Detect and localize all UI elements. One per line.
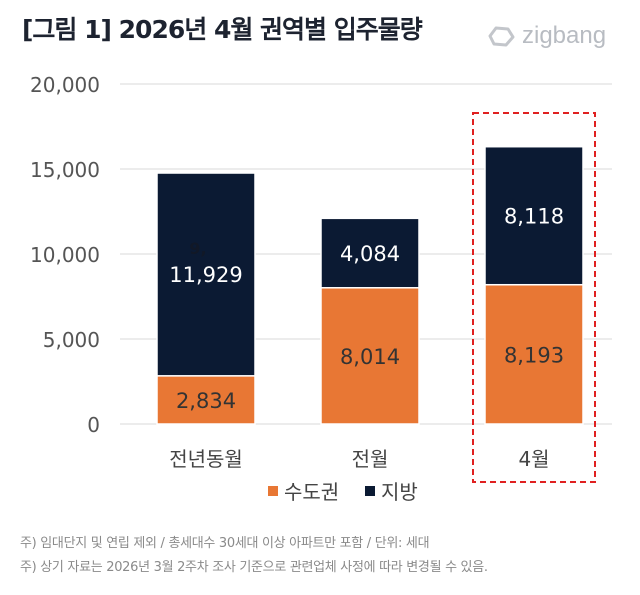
y-tick-label: 0 [87,413,100,437]
legend-label-regional: 지방 [381,480,418,504]
y-tick-label: 5,000 [43,328,100,352]
bar-regional [484,145,584,286]
footnote-2: 주) 상기 자료는 2026년 3월 2주차 조사 기준으로 관련업체 사정에 … [20,560,488,575]
legend-label-capital: 수도권 [284,480,339,504]
legend-swatch-regional [365,486,375,496]
zigbang-logo-icon [488,26,515,47]
bar-regional [320,217,420,289]
stray-data-label: 9, [189,239,206,258]
bar-regional [156,172,256,377]
zigbang-logo: zigbang [486,22,606,50]
data-label: 8,014 [340,345,400,369]
data-label: 8,193 [504,343,564,367]
data-label: 2,834 [176,389,236,413]
x-tick-label: 4월 [518,447,549,471]
footnote-1: 주) 임대단지 및 연립 제외 / 총세대수 30세대 이상 아파트만 포함 /… [20,536,430,551]
y-tick-label: 20,000 [30,73,100,97]
logo-text: zigbang [522,22,607,49]
legend-swatch-capital [268,486,278,496]
footnotes: 주) 임대단지 및 연립 제외 / 총세대수 30세대 이상 아파트만 포함 /… [20,532,488,580]
data-label: 4,084 [340,242,400,266]
y-tick-label: 15,000 [30,158,100,182]
data-label: 8,118 [504,205,564,229]
highlight-box [472,112,596,483]
x-tick-label: 전년동월 [169,447,243,471]
chart-title: [그림 1] 2026년 4월 권역별 입주물량 [22,15,423,44]
y-tick-label: 10,000 [30,243,100,267]
bar-capital [484,283,584,425]
x-tick-label: 전월 [352,447,389,471]
data-label: 11,929 [169,263,242,287]
bar-capital [320,287,420,425]
